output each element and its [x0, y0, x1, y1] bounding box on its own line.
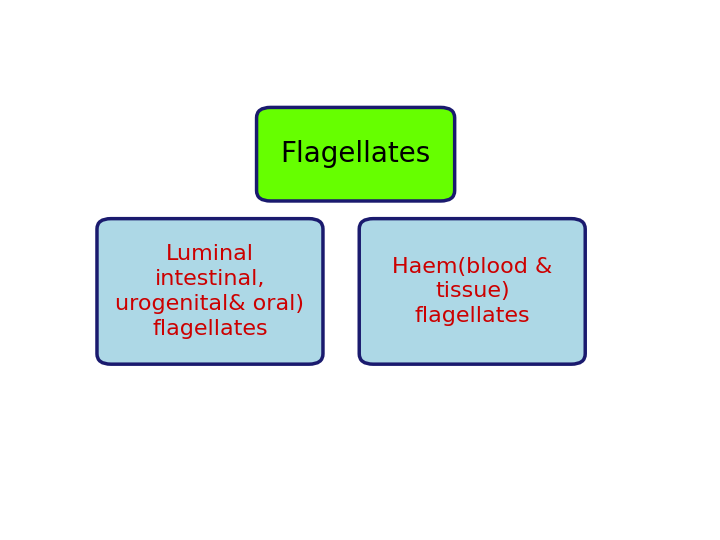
FancyBboxPatch shape — [359, 219, 585, 364]
FancyBboxPatch shape — [97, 219, 323, 364]
Text: Luminal
intestinal,
urogenital& oral)
flagellates: Luminal intestinal, urogenital& oral) fl… — [115, 244, 305, 339]
Text: Haem(blood &
tissue)
flagellates: Haem(blood & tissue) flagellates — [392, 256, 552, 326]
FancyBboxPatch shape — [256, 107, 454, 201]
Text: Flagellates: Flagellates — [281, 140, 431, 168]
